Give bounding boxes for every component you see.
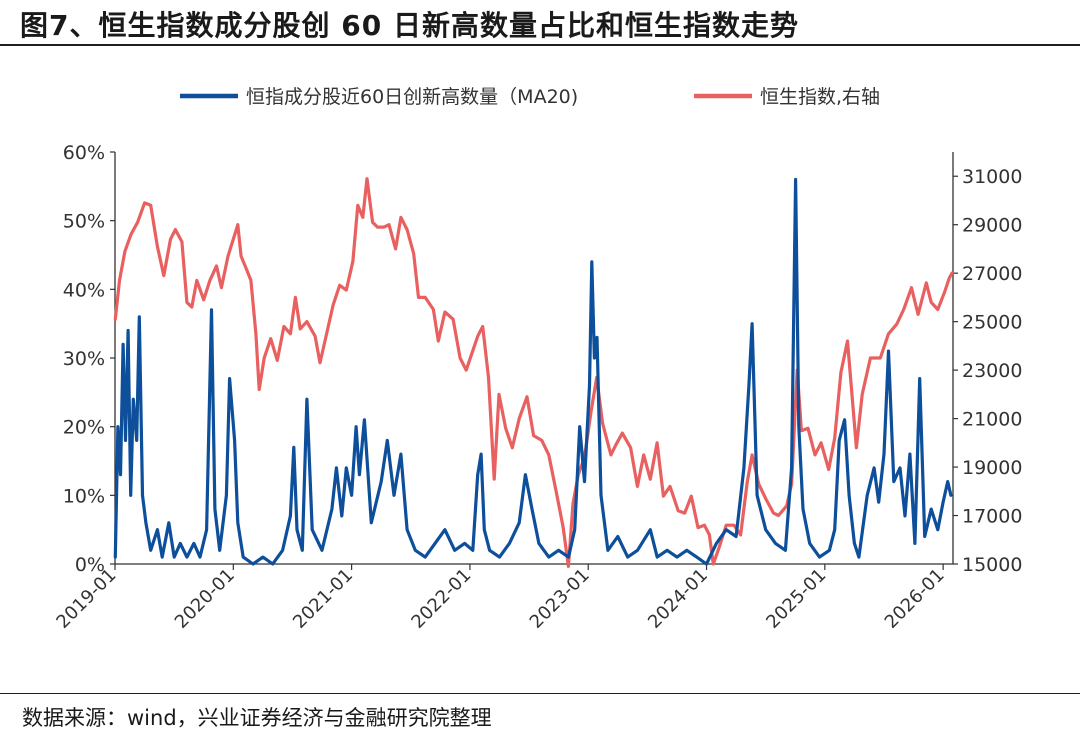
right-tick-label: 17000 [962, 506, 1022, 528]
x-tick-label: 2026-01 [881, 565, 949, 633]
right-tick-label: 21000 [962, 409, 1022, 431]
left-tick-label: 20% [63, 417, 105, 439]
chart-title: 图7、恒生指数成分股创 60 日新高数量占比和恒生指数走势 [20, 9, 799, 42]
x-tick-label: 2022-01 [407, 565, 475, 633]
x-tick-label: 2021-01 [289, 565, 357, 633]
series-lines [113, 177, 954, 569]
right-tick-label: 19000 [962, 457, 1022, 479]
legend-label-hang-seng-index: 恒生指数,右轴 [760, 86, 880, 108]
left-tick-label: 0% [75, 554, 105, 576]
left-tick-label: 50% [63, 211, 105, 233]
x-tick-label: 2020-01 [171, 565, 239, 633]
footer-divider [0, 693, 1080, 694]
right-tick-label: 25000 [962, 312, 1022, 334]
right-tick-label: 23000 [962, 360, 1022, 382]
series-line-hang-seng-index [113, 177, 954, 569]
left-tick-label: 60% [63, 142, 105, 164]
right-tick-label: 27000 [962, 263, 1022, 285]
legend-label-new-high-ratio: 恒指成分股近60日创新高数量（MA20) [246, 86, 578, 108]
title-divider [0, 44, 1080, 46]
axes: 0% 10% 20% 30% 40% 50% 60% 15000 17000 19000 21000… [52, 142, 1022, 633]
chart-svg: 恒指成分股近60日创新高数量（MA20) 恒生指数,右轴 0% 10% 20% 30% 4… [52, 86, 1022, 633]
legend: 恒指成分股近60日创新高数量（MA20) 恒生指数,右轴 [180, 86, 880, 108]
x-tick-label: 2023-01 [526, 565, 594, 633]
x-tick-label: 2024-01 [644, 565, 712, 633]
data-source: 数据来源：wind，兴业证券经济与金融研究院整理 [22, 706, 492, 730]
right-tick-label: 29000 [962, 215, 1022, 237]
left-tick-label: 10% [63, 485, 105, 507]
left-tick-label: 30% [63, 348, 105, 370]
x-tick-label: 2025-01 [762, 565, 830, 633]
left-tick-label: 40% [63, 279, 105, 301]
right-tick-label: 15000 [962, 554, 1022, 576]
series-line-new-high-ratio [113, 177, 953, 566]
right-tick-label: 31000 [962, 166, 1022, 188]
